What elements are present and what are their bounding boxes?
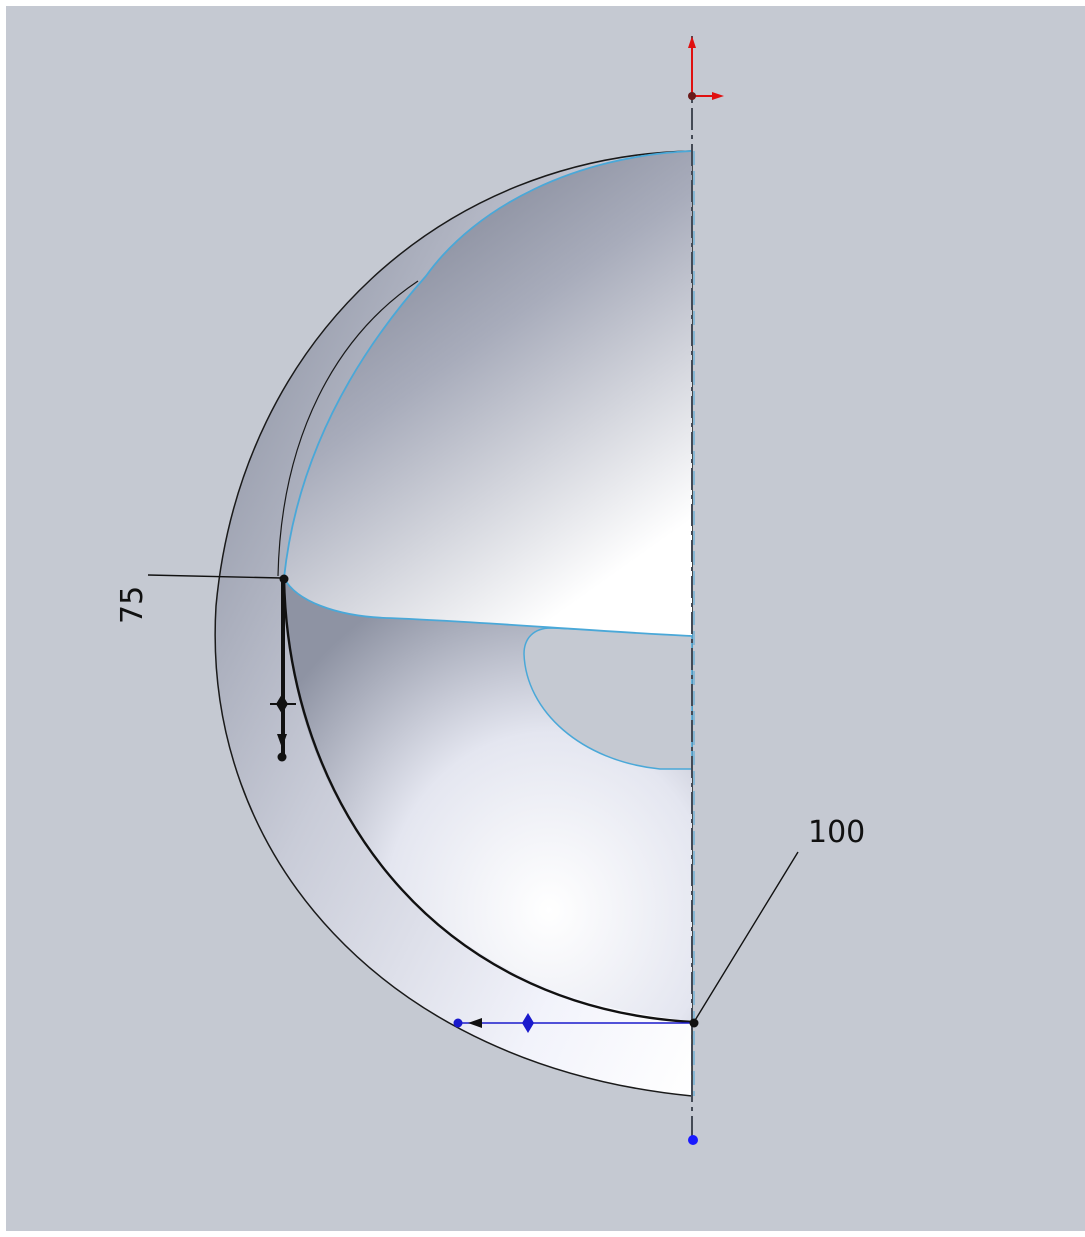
axis-endpoint[interactable] <box>688 1135 698 1145</box>
tangent-handle-icon[interactable] <box>453 1013 699 1033</box>
profile-arc[interactable] <box>282 577 693 1024</box>
dimension-75-leader <box>147 574 283 579</box>
sketch-origin-icon[interactable] <box>688 36 724 100</box>
dimension-100-label[interactable]: 100 <box>808 815 865 850</box>
dimension-100-leader <box>693 851 799 1023</box>
spline-handle-icon[interactable] <box>270 574 296 762</box>
back-rim-edge <box>277 280 419 577</box>
dome-selected-edge[interactable] <box>283 150 693 637</box>
graphics-viewport[interactable]: 75 100 <box>6 6 1085 1231</box>
center-opening <box>523 627 693 770</box>
inner-bowl-surface[interactable] <box>284 578 692 1021</box>
upper-dome-surface[interactable] <box>284 151 692 636</box>
dimension-75-label[interactable]: 75 <box>115 586 150 624</box>
model-canvas[interactable]: 75 100 <box>6 6 1085 1231</box>
